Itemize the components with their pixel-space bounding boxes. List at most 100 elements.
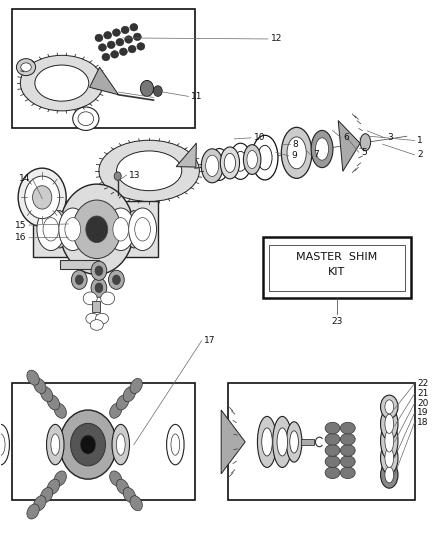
Ellipse shape bbox=[0, 434, 5, 455]
Ellipse shape bbox=[381, 442, 398, 474]
Ellipse shape bbox=[130, 496, 142, 511]
Ellipse shape bbox=[114, 172, 121, 180]
Text: 15: 15 bbox=[15, 221, 26, 230]
Polygon shape bbox=[176, 143, 196, 167]
Bar bbox=[12, 383, 195, 500]
Text: 11: 11 bbox=[191, 92, 202, 101]
Ellipse shape bbox=[46, 424, 64, 465]
Text: 10: 10 bbox=[254, 133, 265, 142]
Ellipse shape bbox=[381, 462, 398, 488]
Text: 13: 13 bbox=[129, 171, 141, 180]
Bar bbox=[301, 439, 314, 445]
Ellipse shape bbox=[86, 313, 99, 324]
Ellipse shape bbox=[37, 208, 65, 251]
Text: 18: 18 bbox=[417, 418, 429, 427]
Ellipse shape bbox=[258, 146, 272, 170]
Ellipse shape bbox=[117, 479, 129, 494]
Ellipse shape bbox=[51, 434, 60, 455]
Ellipse shape bbox=[252, 135, 278, 180]
Ellipse shape bbox=[325, 445, 340, 456]
Ellipse shape bbox=[123, 488, 136, 503]
Ellipse shape bbox=[113, 29, 120, 36]
Ellipse shape bbox=[60, 184, 134, 274]
Ellipse shape bbox=[73, 200, 121, 259]
Text: 2: 2 bbox=[417, 150, 423, 159]
Ellipse shape bbox=[286, 422, 302, 462]
Ellipse shape bbox=[34, 496, 46, 511]
Text: KIT: KIT bbox=[328, 267, 346, 277]
Ellipse shape bbox=[381, 422, 398, 459]
Text: 1: 1 bbox=[417, 136, 423, 145]
Text: 3: 3 bbox=[388, 133, 393, 142]
Ellipse shape bbox=[385, 448, 394, 467]
Ellipse shape bbox=[112, 424, 130, 465]
Text: 19: 19 bbox=[417, 408, 429, 417]
Ellipse shape bbox=[65, 217, 81, 241]
Ellipse shape bbox=[201, 149, 223, 183]
Ellipse shape bbox=[134, 33, 141, 41]
Ellipse shape bbox=[360, 134, 371, 151]
Ellipse shape bbox=[287, 137, 306, 169]
Text: 6: 6 bbox=[344, 133, 350, 142]
Ellipse shape bbox=[80, 435, 96, 454]
Ellipse shape bbox=[40, 387, 53, 402]
Ellipse shape bbox=[113, 275, 120, 285]
Ellipse shape bbox=[27, 504, 39, 519]
Text: MASTER  SHIM: MASTER SHIM bbox=[296, 253, 378, 262]
Bar bbox=[108, 201, 158, 257]
Ellipse shape bbox=[340, 467, 355, 479]
Bar bbox=[12, 9, 195, 128]
Ellipse shape bbox=[75, 275, 83, 285]
Ellipse shape bbox=[18, 168, 66, 227]
Ellipse shape bbox=[95, 313, 109, 324]
Ellipse shape bbox=[20, 55, 103, 111]
Ellipse shape bbox=[315, 138, 328, 160]
Ellipse shape bbox=[71, 270, 87, 289]
Ellipse shape bbox=[27, 370, 39, 385]
Ellipse shape bbox=[325, 456, 340, 467]
Ellipse shape bbox=[91, 278, 107, 297]
Ellipse shape bbox=[107, 41, 115, 49]
Ellipse shape bbox=[21, 63, 31, 71]
Ellipse shape bbox=[385, 400, 394, 414]
Bar bbox=[60, 260, 99, 269]
Text: 5: 5 bbox=[361, 148, 367, 157]
Ellipse shape bbox=[91, 261, 107, 280]
Ellipse shape bbox=[153, 86, 162, 96]
Polygon shape bbox=[90, 67, 119, 95]
Ellipse shape bbox=[385, 430, 394, 452]
Ellipse shape bbox=[277, 428, 288, 456]
Ellipse shape bbox=[340, 433, 355, 445]
Bar bbox=[269, 245, 405, 291]
Ellipse shape bbox=[117, 151, 182, 191]
Ellipse shape bbox=[59, 208, 87, 251]
Ellipse shape bbox=[258, 416, 277, 467]
Ellipse shape bbox=[381, 395, 398, 418]
Ellipse shape bbox=[90, 320, 103, 330]
Ellipse shape bbox=[325, 467, 340, 479]
Ellipse shape bbox=[101, 292, 115, 305]
Ellipse shape bbox=[281, 127, 312, 179]
Ellipse shape bbox=[230, 143, 251, 180]
Ellipse shape bbox=[262, 428, 272, 456]
Ellipse shape bbox=[99, 44, 106, 51]
Text: 9: 9 bbox=[291, 151, 297, 160]
Ellipse shape bbox=[104, 31, 112, 39]
Ellipse shape bbox=[214, 156, 225, 173]
Ellipse shape bbox=[110, 471, 122, 486]
Ellipse shape bbox=[95, 266, 103, 276]
Ellipse shape bbox=[99, 140, 199, 201]
Text: 17: 17 bbox=[204, 336, 215, 345]
Ellipse shape bbox=[290, 431, 298, 453]
Ellipse shape bbox=[130, 23, 138, 31]
Ellipse shape bbox=[121, 26, 129, 34]
Ellipse shape bbox=[340, 422, 355, 434]
Bar bbox=[33, 201, 86, 257]
Ellipse shape bbox=[311, 131, 333, 167]
Ellipse shape bbox=[116, 38, 124, 46]
Ellipse shape bbox=[120, 48, 127, 55]
Ellipse shape bbox=[325, 433, 340, 445]
Ellipse shape bbox=[83, 292, 97, 305]
Ellipse shape bbox=[234, 151, 247, 171]
Ellipse shape bbox=[86, 216, 108, 243]
